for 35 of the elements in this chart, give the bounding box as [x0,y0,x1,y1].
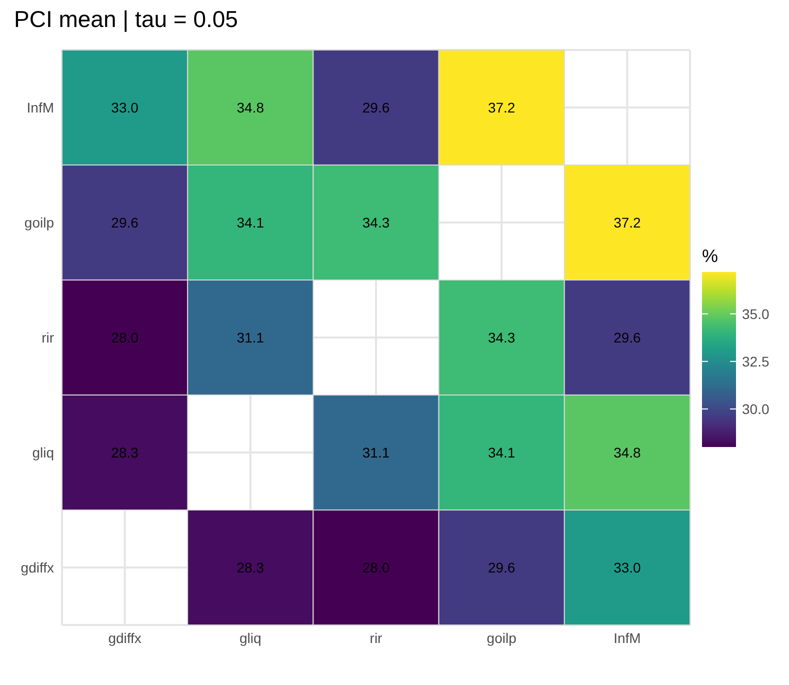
data-label: 29.6 [111,214,139,230]
data-label: 31.1 [362,444,390,460]
color-bar-label: 32.5 [742,353,770,370]
data-label: 29.6 [614,330,642,346]
data-label: 37.2 [614,214,642,230]
color-bar-title: % [702,246,718,266]
x-tick-label: rir [370,630,383,646]
data-label: 34.1 [488,444,516,460]
data-label: 28.0 [111,330,139,346]
x-tick-label: gdiffx [108,630,142,646]
data-label: 33.0 [614,560,642,576]
x-tick-label: InfM [614,630,641,646]
color-bar-label: 30.0 [742,400,770,417]
data-label: 34.8 [236,100,264,116]
data-label: 33.0 [111,100,139,116]
data-label: 34.8 [614,444,642,460]
chart-title: PCI mean | tau = 0.05 [14,6,238,33]
data-label: 34.3 [488,330,516,346]
y-tick-label: gliq [32,444,54,460]
x-tick-label: goilp [486,630,517,646]
y-tick-label: rir [42,329,54,346]
y-tick-label: InfM [26,99,54,116]
data-label: 29.6 [362,100,390,116]
y-tick-label: goilp [24,214,54,230]
data-label: 34.1 [236,214,264,230]
y-tick-label: gdiffx [20,559,54,576]
data-label: 37.2 [488,100,516,116]
data-label: 28.0 [362,560,390,576]
data-label: 28.3 [236,560,264,576]
color-bar-label: 35.0 [742,306,770,322]
data-label: 34.3 [362,214,390,230]
x-tick-label: gliq [240,630,262,646]
data-label: 31.1 [236,330,264,346]
data-label: 29.6 [488,560,516,576]
data-label: 28.3 [111,444,139,460]
